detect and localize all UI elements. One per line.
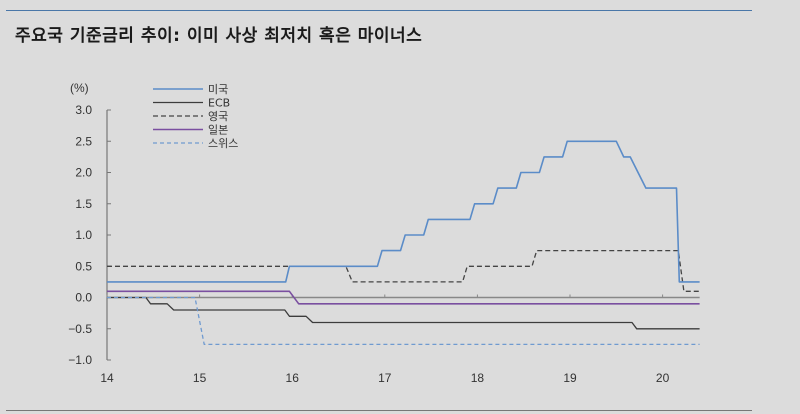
top-divider <box>6 10 752 11</box>
series-line <box>107 249 700 292</box>
y-tick-label: 1.0 <box>75 228 92 242</box>
x-tick-label: 18 <box>471 371 485 385</box>
y-tick-label: −0.5 <box>68 322 92 336</box>
x-tick-label: 15 <box>193 371 207 385</box>
chart-series <box>107 140 700 346</box>
y-tick-label: 3.0 <box>75 103 92 117</box>
series-line <box>107 296 700 330</box>
legend-label: 미국 <box>208 83 228 96</box>
chart-axes: 3.0 2.5 2.0 1.5 1.0 0.5 0.0 −0.5 −1.0 (%) 14 15 16 17… <box>68 81 700 385</box>
legend-label: 스위스 <box>208 137 238 150</box>
series-line <box>107 290 700 305</box>
series-line <box>107 140 700 283</box>
y-tick-label: 2.0 <box>75 166 92 180</box>
x-tick-label: 20 <box>656 371 670 385</box>
y-tick-label: 2.5 <box>75 134 92 148</box>
chart-title: 주요국 기준금리 추이: 이미 사상 최저치 혹은 마이너스 <box>15 26 423 46</box>
y-axis-unit: (%) <box>70 81 89 95</box>
y-tick-label: 0.0 <box>75 291 92 305</box>
y-tick-label: 1.5 <box>75 197 92 211</box>
bottom-divider <box>6 410 752 411</box>
legend-label: 일본 <box>208 123 228 137</box>
x-tick-label: 16 <box>286 371 300 385</box>
legend-label: 영국 <box>208 110 228 123</box>
y-tick-label: 0.5 <box>75 259 92 273</box>
x-tick-label: 17 <box>378 371 392 385</box>
x-tick-label: 19 <box>563 371 577 385</box>
series-line <box>107 296 700 346</box>
x-tick-label: 14 <box>100 371 114 385</box>
y-tick-label: −1.0 <box>68 353 92 367</box>
legend-label: ECB <box>208 97 230 110</box>
